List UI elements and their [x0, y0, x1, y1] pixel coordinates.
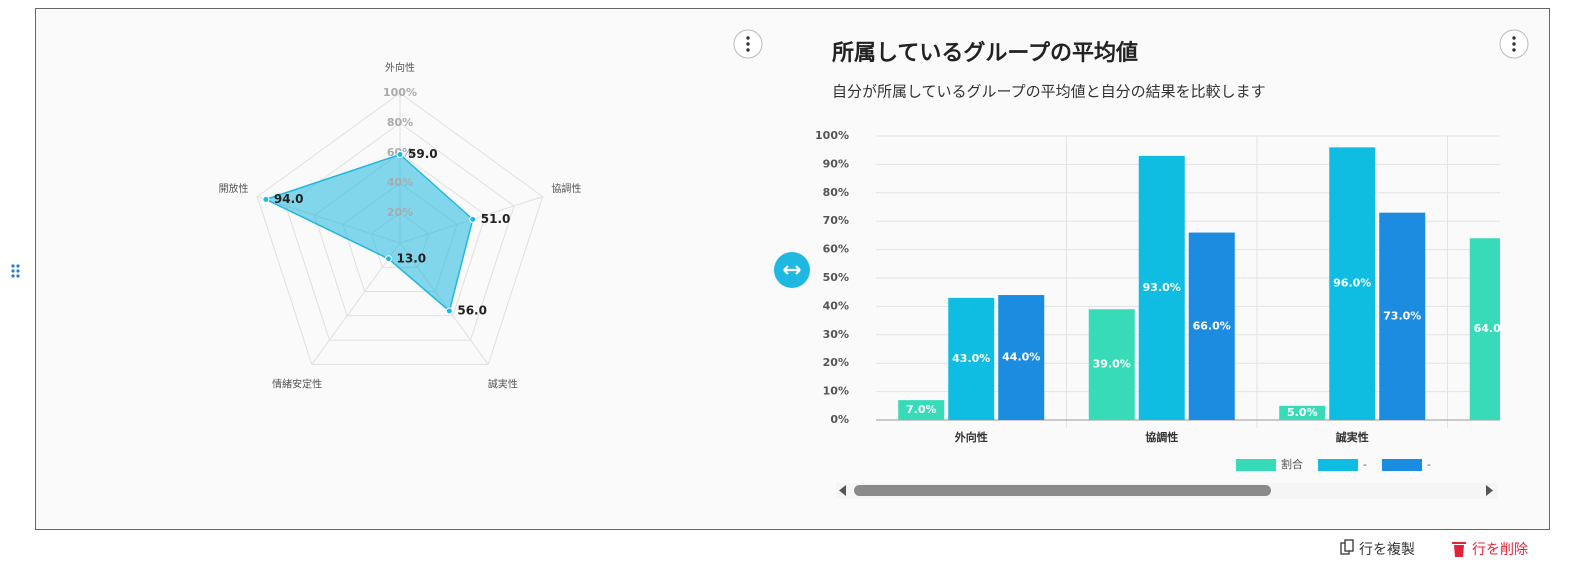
copy-button[interactable]: 行を複製: [1340, 539, 1415, 558]
bar: [1469, 238, 1500, 420]
value-label: 73.0%: [1383, 309, 1421, 322]
x-tick-label: 外向性: [954, 430, 988, 444]
scrollbar[interactable]: [836, 483, 1498, 499]
bar: [948, 297, 995, 420]
y-tick-label: 30%: [823, 328, 849, 341]
legend-swatch: [1318, 459, 1358, 471]
spoke: [311, 242, 401, 365]
y-tick-label: 40%: [823, 299, 849, 312]
grid-ring: [256, 92, 544, 365]
legend-swatch: [1381, 459, 1422, 471]
r-tick-label: 40%: [387, 176, 413, 189]
r-tick-label: 20%: [387, 206, 413, 219]
radar-point: [469, 215, 477, 223]
x-tick-label: 誠実性: [1336, 430, 1369, 444]
axis-label: 開放性: [219, 182, 249, 195]
y-tick-label: 0%: [830, 413, 849, 426]
value-label: 56.0: [457, 303, 487, 317]
bar: [898, 400, 945, 420]
value-label: 66.0%: [1193, 319, 1231, 332]
value-label: 96.0%: [1333, 277, 1371, 290]
legend-label: -: [1427, 458, 1431, 471]
y-tick-label: 60%: [823, 243, 849, 256]
bar: [1188, 232, 1235, 420]
value-label: 94.0: [274, 192, 304, 206]
y-tick-label: 90%: [823, 157, 849, 170]
menu-button[interactable]: [733, 29, 763, 59]
chart-subtitle: 自分が所属しているグループの平均値と自分の結果を比較します: [832, 83, 1266, 101]
legend-label: 割合: [1281, 457, 1303, 471]
radar-point: [262, 195, 270, 203]
value-label: 43.0%: [952, 352, 990, 365]
chart-title: 所属しているグループの平均値: [832, 40, 1138, 66]
legend-swatch: [1236, 459, 1276, 471]
r-tick-label: 80%: [387, 116, 413, 129]
bar: [1138, 155, 1185, 420]
y-tick-label: 80%: [823, 186, 849, 199]
delete-label: 行を削除: [1472, 542, 1528, 558]
copy-label: 行を複製: [1359, 541, 1415, 558]
bar: [1379, 212, 1426, 420]
bar: [1279, 405, 1326, 420]
y-tick-label: 10%: [823, 385, 849, 398]
radar-point: [385, 255, 393, 263]
axis-label: 協調性: [551, 182, 581, 195]
axis-label: 誠実性: [488, 378, 518, 391]
delete-button[interactable]: 行を削除: [1452, 542, 1528, 558]
value-label: 7.0%: [906, 403, 937, 416]
value-label: 64.0%: [1474, 322, 1512, 335]
y-tick-label: 100%: [815, 129, 849, 142]
drag-handle[interactable]: [11, 264, 20, 278]
bar: [998, 295, 1045, 420]
radar-point: [396, 151, 404, 158]
value-label: 44.0%: [1002, 351, 1040, 364]
axis-label: 外向性: [385, 61, 415, 74]
bar: [1088, 309, 1135, 420]
bar: [1329, 147, 1376, 421]
x-tick-label: 協調性: [1145, 430, 1178, 444]
value-label: 51.0: [481, 212, 511, 226]
y-tick-label: 20%: [823, 356, 849, 369]
y-tick-label: 70%: [823, 214, 849, 227]
value-label: 5.0%: [1287, 406, 1318, 419]
menu-button[interactable]: [1499, 29, 1529, 59]
value-label: 93.0%: [1143, 281, 1181, 294]
value-label: 59.0: [408, 147, 438, 161]
r-tick-label: 100%: [383, 86, 417, 99]
plot-area: 7.0% 39.0% 5.0% 64.0% 43.0% 93.0% 96.0% 44.0% 66…: [876, 135, 1512, 428]
value-label: 39.0%: [1093, 358, 1131, 371]
y-tick-label: 50%: [823, 271, 849, 284]
swap-button[interactable]: [774, 252, 810, 288]
legend-label: -: [1363, 458, 1367, 471]
radar-point: [445, 307, 453, 315]
radar-area: [263, 153, 474, 313]
value-label: 13.0: [397, 251, 427, 265]
axis-label: 情緒安定性: [272, 378, 322, 391]
